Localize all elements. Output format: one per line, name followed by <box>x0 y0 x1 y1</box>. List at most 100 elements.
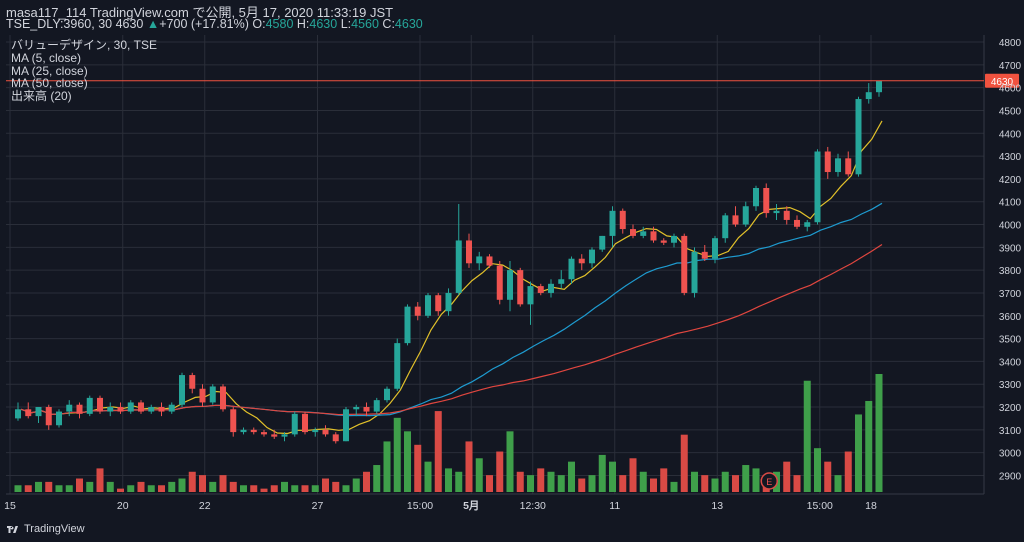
time-axis[interactable]: 15 20 22 27 15:00 5月 12:30 11 13 15:00 18 <box>4 500 877 512</box>
volume-bar <box>322 478 329 492</box>
candle-body <box>671 235 677 243</box>
candle-body <box>876 80 882 93</box>
volume-bar <box>516 471 524 492</box>
volume-bar <box>168 481 176 492</box>
time-tick-label: 27 <box>312 500 324 512</box>
volume-bar <box>363 471 370 492</box>
volume-bar <box>455 471 463 492</box>
candle-body <box>783 210 790 220</box>
volume-bar <box>752 468 760 492</box>
price-tick-label: 4600 <box>999 84 1022 95</box>
legend-ma50[interactable]: MA (50, close) <box>11 76 88 91</box>
volume-bar <box>188 471 196 492</box>
publish-header: masa117_114 TradingView.com で公開, 5月 17, … <box>6 5 394 20</box>
candle-body <box>742 206 749 225</box>
volume-bar <box>537 468 545 492</box>
change-arrow-icon: ▲ <box>146 17 160 31</box>
volume-bar <box>424 461 432 492</box>
candle-body <box>302 413 308 433</box>
candle-body <box>158 407 165 412</box>
candle-body <box>86 397 93 414</box>
volume-bar <box>434 411 442 492</box>
last-price: 4630 <box>115 17 144 31</box>
candle-body <box>384 388 390 401</box>
candle-body <box>722 215 729 239</box>
price-tick-label: 3300 <box>999 380 1022 391</box>
candle-body <box>404 306 411 344</box>
candle-body <box>537 286 544 293</box>
candle-body <box>127 402 134 412</box>
candle-body <box>445 292 452 312</box>
volume-bar <box>506 431 514 492</box>
candle-body <box>261 432 267 435</box>
volume-bar <box>598 454 606 492</box>
candle-body <box>650 231 657 241</box>
indicator-legend[interactable]: バリューデザイン, 30, TSE MA (5, close) MA (25, … <box>11 39 157 103</box>
candle-body <box>486 256 493 266</box>
candle-body <box>589 249 595 264</box>
volume-bar <box>855 414 862 492</box>
volume-bar <box>445 468 452 492</box>
volume-bar <box>568 461 575 492</box>
candle-body <box>250 429 257 433</box>
volume-bar <box>209 481 217 492</box>
volume-bar <box>814 448 821 492</box>
candle-body <box>312 429 319 433</box>
candle-body <box>189 375 196 389</box>
tradingview-logo-icon <box>7 526 18 533</box>
candle-body <box>281 434 288 437</box>
candle-body <box>179 375 185 405</box>
volume-bar <box>147 485 155 492</box>
volume-bar <box>178 478 186 492</box>
high-label: H: <box>296 17 310 31</box>
volume-bar <box>240 485 247 492</box>
candle-body <box>773 210 780 214</box>
candle-body <box>701 251 708 259</box>
candle-body <box>794 219 800 227</box>
chart-grid <box>6 35 985 495</box>
volume-bar <box>629 458 637 492</box>
candle-body <box>97 397 103 412</box>
volume-bar <box>199 475 206 492</box>
volume-bar <box>650 478 657 492</box>
volume-bar <box>701 475 709 492</box>
candle-body <box>763 188 770 214</box>
candle-body <box>425 295 431 316</box>
candle-body <box>517 270 524 305</box>
candle-body <box>568 258 575 280</box>
candle-body <box>865 92 872 100</box>
price-axis[interactable]: 2900 3000 3100 3200 3300 3400 3500 3600 3700 3800… <box>999 38 1022 482</box>
time-tick-label: 15 <box>4 500 16 512</box>
volume-bar <box>547 471 555 492</box>
price-tick-label: 3600 <box>999 312 1022 323</box>
volume-bar <box>219 475 227 492</box>
volume-bar <box>352 478 360 492</box>
candle-body <box>630 229 636 236</box>
footer-branding[interactable]: TradingView <box>6 523 85 535</box>
earnings-event-marker[interactable]: E <box>760 472 778 490</box>
time-tick-label: 18 <box>865 500 877 512</box>
legend-ma25[interactable]: MA (25, close) <box>11 63 88 78</box>
volume-bar <box>158 485 165 492</box>
price-tick-label: 4200 <box>999 175 1022 186</box>
volume-bar <box>732 475 739 492</box>
candle-body <box>107 407 114 412</box>
candle-body <box>814 151 821 223</box>
price-tick-label: 3500 <box>999 335 1022 346</box>
earnings-event-label: E <box>766 477 772 487</box>
high-value: 4630 <box>309 17 338 31</box>
volume-bar <box>96 468 104 492</box>
legend-ma5[interactable]: MA (5, close) <box>11 50 82 65</box>
candle-body <box>15 409 21 419</box>
candle-body <box>732 215 739 225</box>
volume-bar <box>24 485 32 492</box>
candle-body <box>291 413 298 435</box>
legend-volume[interactable]: 出来高 (20) <box>11 89 72 104</box>
candle-body <box>332 434 339 442</box>
price-tick-label: 4000 <box>999 221 1022 232</box>
candle-body <box>804 222 811 227</box>
legend-main-series[interactable]: バリューデザイン, 30, TSE <box>11 38 158 52</box>
candle-body <box>76 404 83 414</box>
candle-body <box>25 409 32 417</box>
